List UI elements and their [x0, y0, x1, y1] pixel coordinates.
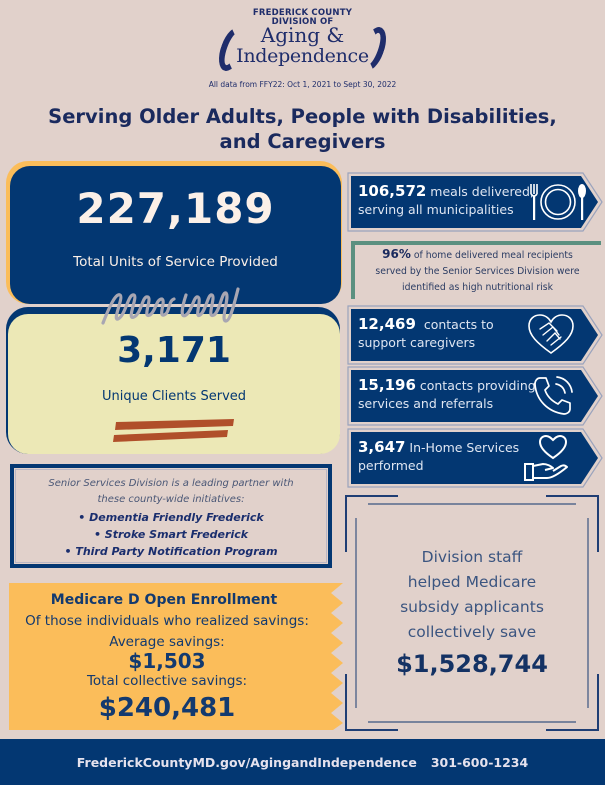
- medicare-total-value: $240,481: [98, 693, 236, 723]
- units-card: [10, 166, 341, 304]
- caregivers-subtext: support caregivers: [358, 335, 476, 350]
- meals-subtext: serving all municipalities: [358, 202, 514, 217]
- data-period-note: All data from FFY22: Oct 1, 2021 to Sept…: [208, 80, 397, 89]
- nutrition-text: 96% of home delivered meal recipients se…: [355, 246, 600, 296]
- nutrition-line-1: of home delivered meal recipients: [410, 250, 573, 261]
- org-name: FREDERICK COUNTY DIVISION OF: [0, 9, 605, 27]
- phone-icon: [534, 376, 573, 415]
- heart-in-hand-icon: [524, 434, 568, 481]
- initiative-third-party: • Third Party Notification Program: [64, 545, 278, 558]
- logo-text-independence: Independence: [236, 45, 369, 67]
- medicare-avg-label: Average savings:: [109, 634, 225, 650]
- plate-utensils-icon: [530, 184, 586, 220]
- initiative-dementia: • Dementia Friendly Frederick: [78, 511, 264, 524]
- subsidy-value: $1,528,744: [396, 650, 548, 678]
- subsidy-text: Division staff helped Medicare subsidy a…: [350, 545, 594, 645]
- clients-card: [8, 314, 340, 454]
- clients-value: 3,171: [117, 330, 231, 371]
- org-line-county: FREDERICK COUNTY: [252, 8, 353, 18]
- in-home-value: 3,647: [358, 438, 406, 456]
- heart-hands-icon: [528, 314, 574, 354]
- medicare-avg-value: $1,503: [128, 649, 206, 673]
- initiatives-intro: Senior Services Division is a leading pa…: [10, 476, 332, 508]
- referrals-text: contacts providing: [415, 378, 536, 393]
- footer-phone[interactable]: 301-600-1234: [430, 755, 529, 770]
- referrals-value: 15,196: [358, 376, 416, 394]
- initiatives-intro-line-2: these county-wide initiatives:: [97, 494, 245, 505]
- units-value: 227,189: [76, 184, 275, 233]
- banner-in-home: 3,647 In-Home Services performed: [347, 428, 603, 488]
- clients-label: Unique Clients Served: [101, 389, 247, 404]
- subsidy-frame-shape: [345, 495, 599, 731]
- footer: [0, 739, 605, 785]
- nutrition-line-3: identified as high nutritional risk: [402, 282, 553, 293]
- medicare-total-label: Total collective savings:: [86, 673, 248, 689]
- initiatives-box: [10, 464, 332, 568]
- nutrition-percent: 96%: [382, 247, 411, 261]
- footer-contact: FrederickCountyMD.gov/AgingandIndependen…: [0, 755, 605, 770]
- medicare-title: Medicare D Open Enrollment: [50, 592, 278, 608]
- initiative-stroke: • Stroke Smart Frederick: [93, 528, 249, 541]
- units-label: Total Units of Service Provided: [73, 254, 278, 270]
- referrals-subtext: services and referrals: [358, 396, 494, 411]
- page-title: Serving Older Adults, People with Disabi…: [0, 104, 605, 154]
- subsidy-line-2: helped Medicare: [407, 573, 537, 591]
- in-home-subtext: performed: [358, 458, 424, 473]
- subsidy-line-4: collectively save: [407, 623, 537, 641]
- title-line-2: and Caregivers: [219, 130, 386, 153]
- title-line-1: Serving Older Adults, People with Disabi…: [48, 105, 557, 128]
- banner-referrals: 15,196 contacts providing services and r…: [347, 366, 603, 426]
- medicare-ribbon-shape: [9, 583, 343, 730]
- subsidy-line-3: subsidy applicants: [400, 598, 544, 616]
- meals-value: 106,572: [358, 182, 427, 200]
- subsidy-line-1: Division staff: [421, 548, 523, 566]
- nutrition-box: [351, 241, 601, 299]
- banner-arrow-shape: [347, 366, 603, 426]
- caregivers-text: contacts to: [415, 317, 494, 332]
- banner-meals: 106,572 meals delivered, serving all mun…: [347, 172, 603, 232]
- nutrition-line-2: served by the Senior Services Division w…: [375, 266, 580, 277]
- banner-arrow-shape: [347, 305, 603, 365]
- initiatives-intro-line-1: Senior Services Division is a leading pa…: [48, 478, 294, 489]
- banner-arrow-shape: [347, 428, 603, 488]
- logo-text-aging: Aging &: [260, 23, 345, 47]
- scribble-decoration-icon: [101, 287, 240, 325]
- meals-text: meals delivered,: [426, 184, 534, 199]
- footer-website-link[interactable]: FrederickCountyMD.gov/AgingandIndependen…: [76, 755, 417, 770]
- org-line-division: DIVISION OF: [271, 17, 334, 27]
- brush-underline-icon: [113, 419, 234, 442]
- banner-caregivers: 12,469 contacts to support caregivers: [347, 305, 603, 365]
- caregivers-value: 12,469: [358, 315, 416, 333]
- in-home-text: In-Home Services: [405, 440, 520, 455]
- medicare-intro: Of those individuals who realized saving…: [25, 613, 309, 629]
